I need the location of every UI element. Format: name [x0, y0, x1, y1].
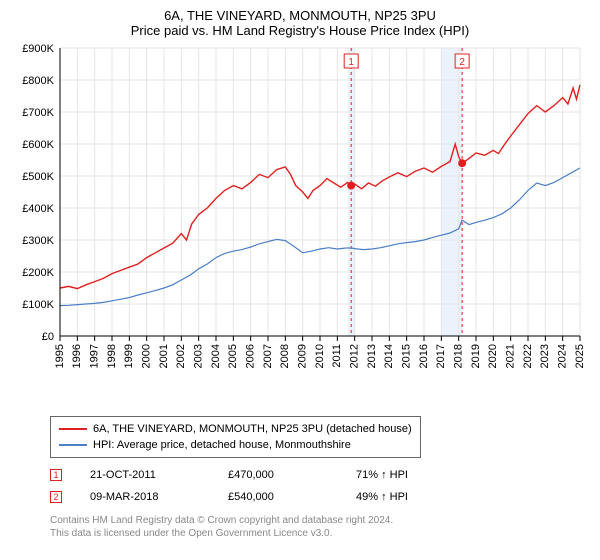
events-table: 1 21-OCT-2011 £470,000 71% ↑ HPI 2 09-MA… [50, 464, 588, 508]
svg-text:2002: 2002 [175, 344, 187, 368]
footer-line: This data is licensed under the Open Gov… [50, 527, 588, 540]
svg-text:2009: 2009 [297, 344, 309, 368]
svg-text:2023: 2023 [539, 344, 551, 368]
svg-text:2: 2 [459, 57, 465, 68]
legend-box: 6A, THE VINEYARD, MONMOUTH, NP25 3PU (de… [50, 416, 421, 458]
legend-swatch [59, 428, 87, 430]
svg-text:1995: 1995 [54, 344, 66, 368]
event-date: 21-OCT-2011 [90, 469, 200, 481]
svg-text:£700K: £700K [22, 107, 54, 119]
svg-text:2016: 2016 [418, 344, 430, 368]
svg-text:£200K: £200K [22, 267, 54, 279]
event-pct: 71% ↑ HPI [356, 469, 466, 481]
svg-text:2006: 2006 [245, 344, 257, 368]
svg-text:2011: 2011 [331, 344, 343, 368]
svg-text:£800K: £800K [22, 75, 54, 87]
svg-text:2014: 2014 [383, 344, 395, 368]
svg-text:1998: 1998 [106, 344, 118, 368]
event-date: 09-MAR-2018 [90, 491, 200, 503]
svg-text:2001: 2001 [158, 344, 170, 368]
event-price: £470,000 [228, 469, 328, 481]
svg-text:2008: 2008 [279, 344, 291, 368]
event-price: £540,000 [228, 491, 328, 503]
svg-text:2024: 2024 [557, 344, 569, 368]
legend-label: 6A, THE VINEYARD, MONMOUTH, NP25 3PU (de… [93, 423, 412, 435]
event-row: 2 09-MAR-2018 £540,000 49% ↑ HPI [50, 486, 588, 508]
svg-text:1997: 1997 [89, 344, 101, 368]
event-marker-icon: 1 [50, 469, 62, 481]
svg-text:£900K: £900K [22, 43, 54, 55]
svg-text:1999: 1999 [123, 344, 135, 368]
svg-text:2012: 2012 [349, 344, 361, 368]
legend-label: HPI: Average price, detached house, Monm… [93, 439, 351, 451]
svg-text:2017: 2017 [435, 344, 447, 368]
svg-text:£400K: £400K [22, 203, 54, 215]
footer-attribution: Contains HM Land Registry data © Crown c… [50, 514, 588, 540]
svg-text:1: 1 [348, 57, 354, 68]
svg-text:2015: 2015 [401, 344, 413, 368]
legend-swatch [59, 444, 87, 446]
svg-text:2000: 2000 [141, 344, 153, 368]
svg-text:2007: 2007 [262, 344, 274, 368]
svg-text:2010: 2010 [314, 344, 326, 368]
svg-text:2019: 2019 [470, 344, 482, 368]
chart-title: 6A, THE VINEYARD, MONMOUTH, NP25 3PU [12, 8, 588, 23]
event-pct: 49% ↑ HPI [356, 491, 466, 503]
svg-text:2004: 2004 [210, 344, 222, 368]
svg-text:£300K: £300K [22, 235, 54, 247]
svg-text:2022: 2022 [522, 344, 534, 368]
chart-svg: £0 £100K £200K £300K £400K £500K £600K £700K £80… [12, 40, 588, 410]
footer-line: Contains HM Land Registry data © Crown c… [50, 514, 588, 527]
svg-text:£100K: £100K [22, 299, 54, 311]
event-row: 1 21-OCT-2011 £470,000 71% ↑ HPI [50, 464, 588, 486]
svg-text:2021: 2021 [505, 344, 517, 368]
svg-text:1996: 1996 [71, 344, 83, 368]
svg-text:2020: 2020 [487, 344, 499, 368]
svg-text:2025: 2025 [574, 344, 586, 368]
chart-subtitle: Price paid vs. HM Land Registry's House … [12, 23, 588, 38]
legend-item: 6A, THE VINEYARD, MONMOUTH, NP25 3PU (de… [59, 421, 412, 437]
svg-text:2003: 2003 [193, 344, 205, 368]
svg-text:£0: £0 [42, 331, 54, 343]
svg-text:2018: 2018 [453, 344, 465, 368]
event-marker-icon: 2 [50, 491, 62, 503]
svg-text:£500K: £500K [22, 171, 54, 183]
chart-area: £0 £100K £200K £300K £400K £500K £600K £700K £80… [12, 40, 588, 410]
svg-text:2005: 2005 [227, 344, 239, 368]
svg-text:2013: 2013 [366, 344, 378, 368]
legend-item: HPI: Average price, detached house, Monm… [59, 437, 412, 453]
svg-text:£600K: £600K [22, 139, 54, 151]
